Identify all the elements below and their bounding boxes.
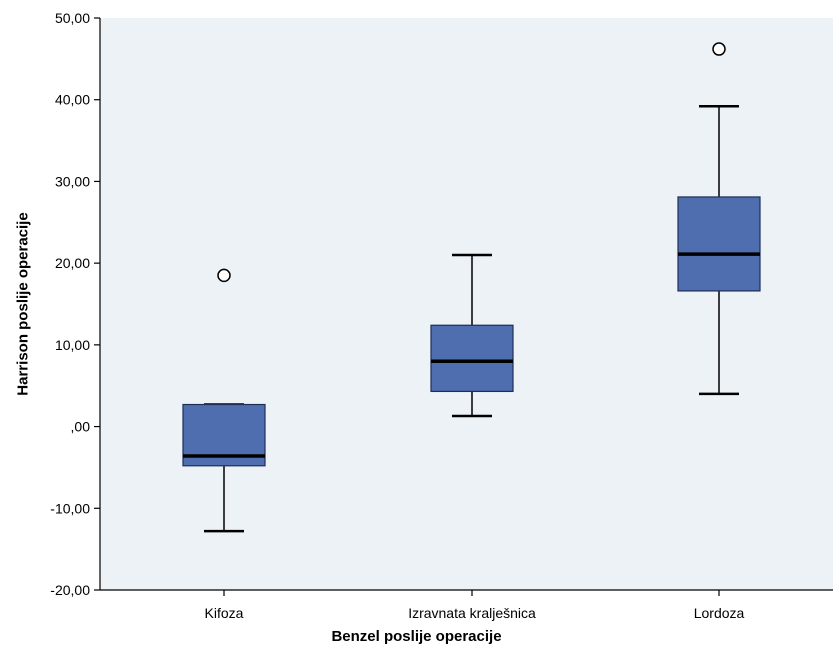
boxes-group (182, 42, 761, 533)
x-axis-title: Benzel poslije operacije (331, 628, 501, 645)
box-3 (677, 42, 761, 396)
x-tick-label: Lordoza (694, 605, 745, 621)
plot-area (100, 18, 833, 590)
iqr-box (677, 196, 761, 292)
y-tick-label: 20,00 (55, 255, 90, 271)
y-tick-label: -10,00 (50, 500, 90, 516)
y-tick-label: 10,00 (55, 337, 90, 353)
x-tick-label: Kifoza (205, 605, 244, 621)
x-axis: Kifoza Izravnata kralješnica Lordoza (100, 589, 833, 621)
outlier-point (712, 42, 726, 56)
outlier-point (217, 268, 231, 283)
y-tick-label: 50,00 (55, 10, 90, 26)
y-tick-label: 30,00 (55, 173, 90, 189)
y-axis: -20,00 -10,00 ,00 10,00 20,00 30,00 40,00 50,00 (50, 10, 101, 598)
y-tick-label: -20,00 (50, 582, 90, 598)
y-tick-label: 40,00 (55, 92, 90, 108)
iqr-box (430, 324, 514, 393)
y-tick-label: ,00 (71, 419, 91, 435)
box-1 (182, 268, 266, 533)
y-axis-title: Harrison poslije operacije (14, 212, 31, 395)
x-tick-label: Izravnata kralješnica (408, 605, 536, 621)
box-2 (430, 253, 514, 418)
